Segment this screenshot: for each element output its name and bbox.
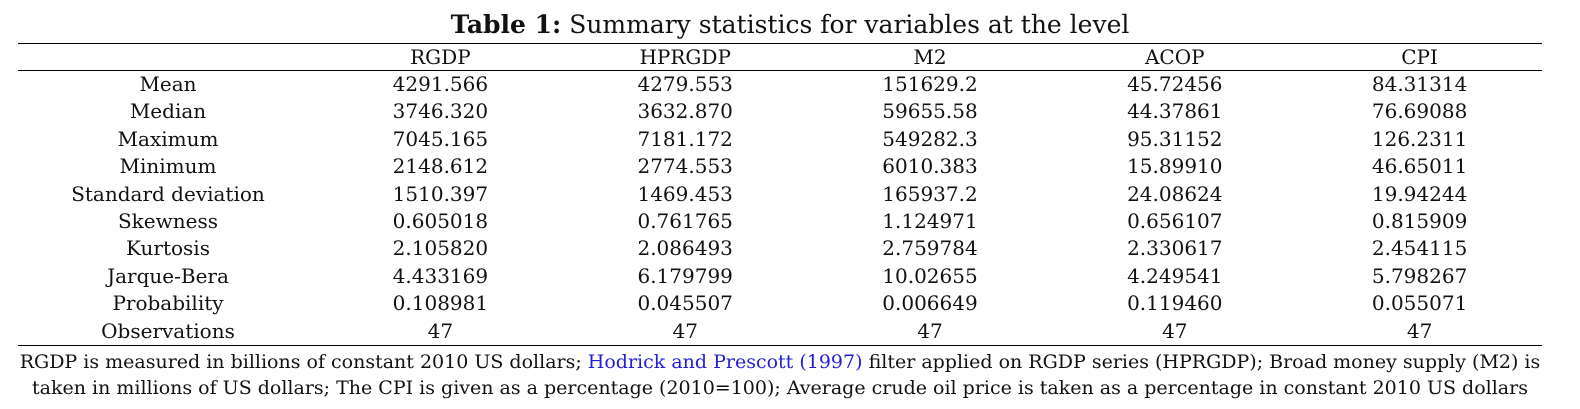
summary-statistics-table: RGDP HPRGDP M2 ACOP CPI Mean 4291.566 4279… — [18, 43, 1542, 346]
row-label: Maximum — [117, 126, 219, 151]
table-cell: 47 — [427, 318, 454, 343]
table-note: RGDP is measured in billions of constant… — [18, 349, 1542, 401]
table-cell: 4279.553 — [637, 72, 733, 96]
table-cell: 45.72456 — [1127, 72, 1223, 96]
table-cell: 0.119460 — [1127, 291, 1223, 316]
table-cell: 2.759784 — [882, 236, 978, 261]
table-cell: 6.179799 — [637, 263, 733, 288]
table-cell: 47 — [917, 318, 943, 343]
table-row: Median 3746.320 3632.870 59655.58 44.37861 76… — [18, 98, 1542, 125]
table-cell: 2.105820 — [392, 236, 489, 261]
row-label: Jarque-Bera — [107, 263, 229, 288]
row-label: Minimum — [119, 154, 217, 179]
citation-link[interactable]: Hodrick and Prescott (1997) — [587, 351, 863, 373]
table-cell: 4.433169 — [392, 263, 489, 288]
table-cell: 0.815909 — [1371, 209, 1468, 234]
table-cell: 0.108981 — [392, 291, 489, 316]
row-label: Skewness — [117, 209, 219, 234]
table-row: Standard deviation 1510.397 1469.453 165937… — [18, 181, 1542, 208]
table-row: Jarque-Bera 4.433169 6.179799 10.02655 4.249… — [18, 263, 1542, 290]
table-cell: 76.69088 — [1371, 99, 1468, 124]
table-cell: 0.055071 — [1371, 291, 1468, 316]
summary-statistics-table-container: RGDP HPRGDP M2 ACOP CPI Mean 4291.566 4279… — [18, 43, 1542, 346]
table-cell: 2.330617 — [1127, 236, 1223, 261]
row-label: Kurtosis — [126, 236, 210, 261]
table-cell: 4291.566 — [392, 72, 489, 96]
column-header-m2: M2 — [913, 45, 947, 69]
table-cell: 1469.453 — [637, 181, 733, 206]
row-label: Observations — [101, 318, 235, 343]
table-caption-label: Table 1: — [450, 10, 562, 39]
table-row: Mean 4291.566 4279.553 151629.2 45.72456 84.3… — [18, 70, 1542, 99]
table-cell: 44.37861 — [1127, 99, 1223, 124]
table-cell: 47 — [1406, 318, 1433, 343]
header-corner-cell — [18, 44, 318, 71]
table-cell: 2148.612 — [392, 154, 489, 179]
table-cell: 0.045507 — [637, 291, 733, 316]
table-cell: 84.31314 — [1371, 72, 1468, 96]
table-row: Skewness 0.605018 0.761765 1.124971 0.656107… — [18, 208, 1542, 235]
table-caption: Table 1: Summary statistics for variable… — [0, 10, 1580, 40]
table-cell: 1.124971 — [882, 209, 978, 234]
table-cell: 151629.2 — [882, 72, 978, 96]
table-note-line-2: taken in millions of US dollars; The CPI… — [32, 377, 1528, 399]
table-note-text-start: RGDP is measured in billions of constant… — [19, 351, 588, 373]
table-cell: 2.454115 — [1371, 236, 1468, 261]
table-cell: 24.08624 — [1127, 181, 1223, 206]
row-label: Median — [129, 99, 207, 124]
table-header-row: RGDP HPRGDP M2 ACOP CPI — [18, 43, 1542, 71]
column-header-hprgdp: HPRGDP — [639, 45, 731, 69]
table-cell: 15.89910 — [1127, 154, 1223, 179]
column-header-rgdp: RGDP — [410, 45, 471, 69]
table-cell: 7045.165 — [392, 126, 489, 151]
table-body: Mean 4291.566 4279.553 151629.2 45.72456 84.3… — [18, 70, 1542, 346]
table-cell: 47 — [672, 318, 698, 343]
table-cell: 549282.3 — [882, 126, 978, 151]
column-header-acop: ACOP — [1144, 45, 1205, 69]
table-cell: 95.31152 — [1127, 126, 1223, 151]
table-caption-text: Summary statistics for variables at the … — [569, 10, 1130, 39]
table-cell: 2774.553 — [637, 154, 733, 179]
table-row: Observations 47 47 47 47 47 — [18, 318, 1542, 346]
table-row: Maximum 7045.165 7181.172 549282.3 95.31152 1… — [18, 126, 1542, 153]
table-cell: 0.761765 — [637, 209, 733, 234]
row-label: Mean — [139, 72, 197, 96]
table-cell: 6010.383 — [882, 154, 978, 179]
table-row: Kurtosis 2.105820 2.086493 2.759784 2.330617… — [18, 235, 1542, 262]
table-row: Minimum 2148.612 2774.553 6010.383 15.89910 4… — [18, 153, 1542, 180]
table-note-text-continued: filter applied on RGDP series (HPRGDP); … — [862, 351, 1541, 373]
table-cell: 47 — [1162, 318, 1188, 343]
table-cell: 2.086493 — [637, 236, 733, 261]
column-header-cpi: CPI — [1401, 45, 1438, 69]
table-cell: 46.65011 — [1371, 154, 1468, 179]
table-cell: 4.249541 — [1127, 263, 1223, 288]
table-row: Probability 0.108981 0.045507 0.006649 0.119… — [18, 290, 1542, 317]
row-label: Probability — [112, 291, 224, 316]
row-label: Standard deviation — [71, 181, 265, 206]
table-cell: 0.656107 — [1127, 209, 1223, 234]
table-cell: 1510.397 — [392, 181, 489, 206]
table-cell: 165937.2 — [882, 181, 978, 206]
table-cell: 7181.172 — [637, 126, 733, 151]
table-cell: 59655.58 — [882, 99, 978, 124]
table-cell: 126.2311 — [1371, 126, 1468, 151]
table-cell: 19.94244 — [1371, 181, 1468, 206]
table-note-line-1: RGDP is measured in billions of constant… — [18, 349, 1542, 375]
table-cell: 0.006649 — [882, 291, 978, 316]
table-cell: 0.605018 — [392, 209, 489, 234]
table-cell: 3746.320 — [392, 99, 489, 124]
table-cell: 10.02655 — [882, 263, 978, 288]
table-cell: 5.798267 — [1371, 263, 1468, 288]
table-cell: 3632.870 — [637, 99, 733, 124]
